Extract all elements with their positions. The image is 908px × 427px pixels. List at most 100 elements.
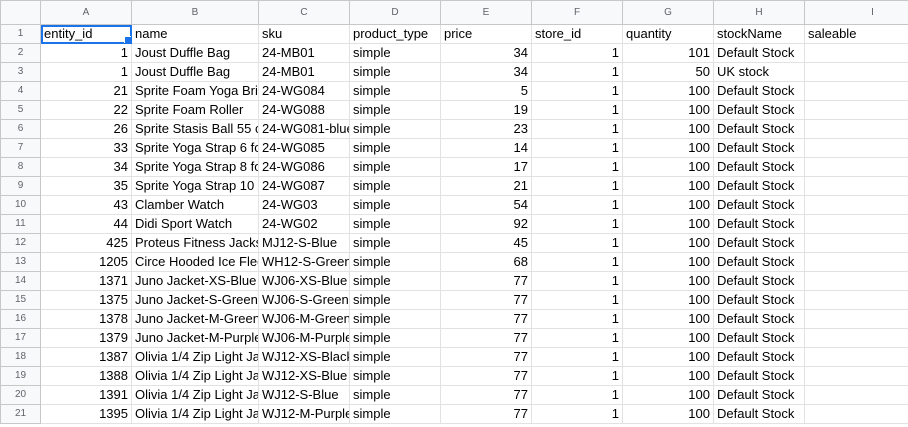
- cell-e[interactable]: 77: [440, 290, 532, 310]
- row-header[interactable]: 2: [0, 43, 41, 63]
- cell-e[interactable]: 77: [440, 271, 532, 291]
- cell-i[interactable]: 98: [804, 81, 908, 101]
- row-header[interactable]: 6: [0, 119, 41, 139]
- cell-e[interactable]: 19: [440, 100, 532, 120]
- cell-h[interactable]: Default Stock: [713, 385, 805, 405]
- cell-g[interactable]: 100: [622, 176, 714, 196]
- cell-a[interactable]: 1395: [40, 404, 132, 424]
- cell-b[interactable]: Juno Jacket-M-Purple: [131, 328, 259, 348]
- cell-a[interactable]: 1387: [40, 347, 132, 367]
- cell-g[interactable]: 100: [622, 138, 714, 158]
- cell-d[interactable]: simple: [349, 252, 441, 272]
- cell-b[interactable]: Sprite Yoga Strap 8 foot: [131, 157, 259, 177]
- cell-d[interactable]: simple: [349, 176, 441, 196]
- cell-a1[interactable]: entity_id: [40, 24, 132, 44]
- cell-a[interactable]: 1: [40, 43, 132, 63]
- cell-h[interactable]: Default Stock: [713, 195, 805, 215]
- row-header[interactable]: 11: [0, 214, 41, 234]
- cell-g[interactable]: 100: [622, 347, 714, 367]
- cell-f[interactable]: 1: [531, 309, 623, 329]
- cell-b[interactable]: Juno Jacket-M-Green: [131, 309, 259, 329]
- cell-b[interactable]: Juno Jacket-XS-Blue: [131, 271, 259, 291]
- cell-d[interactable]: simple: [349, 347, 441, 367]
- cell-c[interactable]: 24-MB01: [258, 43, 350, 63]
- cell-i[interactable]: 50: [804, 62, 908, 82]
- cell-i[interactable]: 86: [804, 138, 908, 158]
- cell-f[interactable]: 1: [531, 385, 623, 405]
- cell-i[interactable]: 87: [804, 157, 908, 177]
- cell-g[interactable]: 100: [622, 366, 714, 386]
- row-header[interactable]: 10: [0, 195, 41, 215]
- row-header[interactable]: 9: [0, 176, 41, 196]
- cell-e[interactable]: 17: [440, 157, 532, 177]
- cell-c[interactable]: WJ06-S-Green: [258, 290, 350, 310]
- row-header[interactable]: 7: [0, 138, 41, 158]
- cell-b[interactable]: Olivia 1/4 Zip Light Jacket: [131, 404, 259, 424]
- cell-i[interactable]: 99: [804, 366, 908, 386]
- cell-b[interactable]: Olivia 1/4 Zip Light Jacket: [131, 366, 259, 386]
- cell-f[interactable]: 1: [531, 233, 623, 253]
- cell-i[interactable]: 97: [804, 328, 908, 348]
- cell-d[interactable]: simple: [349, 385, 441, 405]
- row-header[interactable]: 12: [0, 233, 41, 253]
- cell-f[interactable]: 1: [531, 271, 623, 291]
- cell-h[interactable]: Default Stock: [713, 214, 805, 234]
- cell-g[interactable]: 100: [622, 100, 714, 120]
- cell-h[interactable]: Default Stock: [713, 328, 805, 348]
- cell-b[interactable]: Proteus Fitness Jackshirt: [131, 233, 259, 253]
- cell-i[interactable]: 97: [804, 385, 908, 405]
- cell-f[interactable]: 1: [531, 214, 623, 234]
- cell-i[interactable]: 86: [804, 176, 908, 196]
- cell-c[interactable]: WJ06-M-Purple: [258, 328, 350, 348]
- cell-h[interactable]: Default Stock: [713, 271, 805, 291]
- cell-i1[interactable]: saleable: [804, 24, 908, 44]
- row-header[interactable]: 3: [0, 62, 41, 82]
- cell-g[interactable]: 100: [622, 119, 714, 139]
- cell-i[interactable]: 98: [804, 271, 908, 291]
- cell-a[interactable]: 35: [40, 176, 132, 196]
- cell-g[interactable]: 100: [622, 214, 714, 234]
- cell-a[interactable]: 43: [40, 195, 132, 215]
- cell-g[interactable]: 101: [622, 43, 714, 63]
- cell-e[interactable]: 34: [440, 43, 532, 63]
- cell-a[interactable]: 425: [40, 233, 132, 253]
- cell-c[interactable]: WJ12-XS-Blue: [258, 366, 350, 386]
- cell-i[interactable]: 98: [804, 100, 908, 120]
- cell-f[interactable]: 1: [531, 366, 623, 386]
- cell-d[interactable]: simple: [349, 404, 441, 424]
- cell-f[interactable]: 1: [531, 81, 623, 101]
- cell-f1[interactable]: store_id: [531, 24, 623, 44]
- cell-h[interactable]: Default Stock: [713, 176, 805, 196]
- cell-g[interactable]: 50: [622, 62, 714, 82]
- cell-f[interactable]: 1: [531, 195, 623, 215]
- cell-a[interactable]: 1391: [40, 385, 132, 405]
- cell-f[interactable]: 1: [531, 62, 623, 82]
- cell-g1[interactable]: quantity: [622, 24, 714, 44]
- cell-f[interactable]: 1: [531, 252, 623, 272]
- row-header[interactable]: 21: [0, 404, 41, 424]
- cell-b[interactable]: Olivia 1/4 Zip Light Jacket: [131, 385, 259, 405]
- row-header[interactable]: 14: [0, 271, 41, 291]
- cell-f[interactable]: 1: [531, 404, 623, 424]
- cell-h[interactable]: Default Stock: [713, 138, 805, 158]
- column-header-d[interactable]: D: [349, 0, 441, 25]
- cell-i[interactable]: 99: [804, 214, 908, 234]
- row-header-1[interactable]: 1: [0, 24, 41, 44]
- cell-i[interactable]: 99: [804, 195, 908, 215]
- row-header[interactable]: 19: [0, 366, 41, 386]
- cell-g[interactable]: 100: [622, 81, 714, 101]
- cell-f[interactable]: 1: [531, 43, 623, 63]
- cell-e[interactable]: 14: [440, 138, 532, 158]
- cell-g[interactable]: 100: [622, 309, 714, 329]
- cell-i[interactable]: 84: [804, 404, 908, 424]
- row-header[interactable]: 4: [0, 81, 41, 101]
- cell-a[interactable]: 33: [40, 138, 132, 158]
- cell-e[interactable]: 77: [440, 404, 532, 424]
- cell-i[interactable]: 99: [804, 233, 908, 253]
- cell-g[interactable]: 100: [622, 195, 714, 215]
- row-header[interactable]: 5: [0, 100, 41, 120]
- cell-h[interactable]: Default Stock: [713, 347, 805, 367]
- cell-c[interactable]: 24-WG086: [258, 157, 350, 177]
- cell-e[interactable]: 54: [440, 195, 532, 215]
- cell-b[interactable]: Sprite Yoga Strap 10 foot: [131, 176, 259, 196]
